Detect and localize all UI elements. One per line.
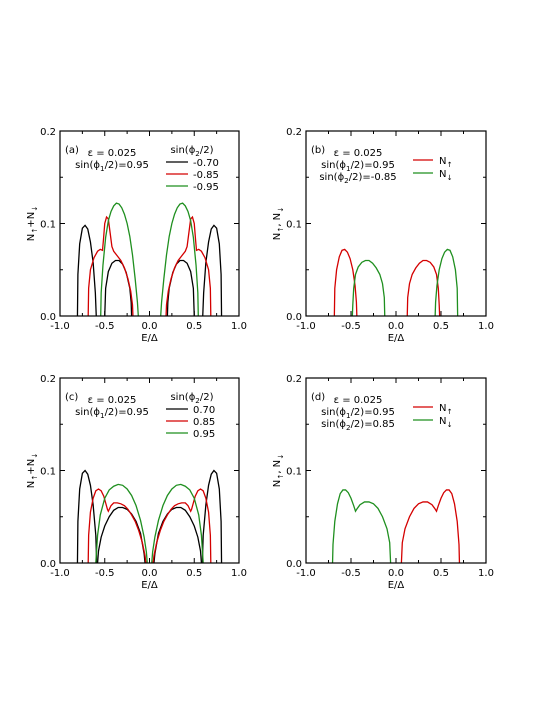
curve-c-2-1 — [151, 483, 204, 564]
y-tick-label: 0.0 — [40, 312, 56, 323]
x-tick-label: 0.5 — [433, 321, 449, 332]
x-tick-label: 1.0 — [231, 568, 247, 579]
curve-c-2-0 — [95, 483, 148, 564]
curve-c-0-3 — [201, 469, 223, 564]
curve-a-0-3 — [202, 224, 223, 317]
curve-a-0-0 — [76, 224, 97, 317]
legend-label: 0.85 — [193, 417, 215, 428]
curve-d-1-0 — [331, 489, 392, 564]
legend-label: N↓ — [439, 416, 453, 429]
x-axis-label: E/Δ — [141, 333, 158, 344]
curve-c-0-0 — [76, 469, 98, 564]
x-tick-label: 0.0 — [142, 568, 158, 579]
legend-label: 0.70 — [193, 405, 215, 416]
curve-c-1-0 — [87, 488, 147, 564]
annotation-epsilon: ε = 0.025 — [88, 148, 137, 159]
x-tick-label: -1.0 — [50, 568, 70, 579]
x-tick-label: 1.0 — [478, 321, 494, 332]
curve-a-2-0 — [100, 202, 139, 317]
x-tick-label: -1.0 — [296, 321, 316, 332]
curve-b-0-1 — [406, 259, 441, 317]
panel-c: -1.0 -0.5 0.0 0.5 1.0 0.0 0.1 0.2 E/Δ N↑+N↓ (c) ε =… — [26, 374, 247, 591]
y-tick-label: 0.1 — [286, 220, 302, 231]
y-tick-label: 0.2 — [286, 127, 302, 138]
x-tick-label: 0.5 — [186, 321, 202, 332]
x-axis-label: E/Δ — [141, 580, 158, 591]
x-axis-label: E/Δ — [388, 580, 405, 591]
annotation-epsilon: ε = 0.025 — [88, 395, 137, 406]
y-axis-label-group: N↑+N↓ — [26, 453, 39, 488]
panel-a: -1.0 -0.5 0.0 0.5 1.0 0.0 0.1 0.2 E/Δ N↑+N↓ (a) ε =… — [26, 127, 247, 344]
annotation-phase-2: sin(ϕ2/2)=-0.85 — [319, 172, 396, 185]
y-axis-label: N↑, N↓ — [272, 454, 285, 487]
curve-c-0-2 — [153, 506, 203, 564]
annotation-phase-1: sin(ϕ1/2)=0.95 — [321, 160, 395, 173]
y-tick-label: 0.2 — [286, 374, 302, 385]
panel-label: (b) — [311, 145, 325, 156]
y-tick-label: 0.0 — [286, 559, 302, 570]
curve-a-2-1 — [160, 202, 199, 317]
y-tick-label: 0.1 — [286, 467, 302, 478]
annotation-phase-1: sin(ϕ1/2)=0.95 — [75, 407, 149, 420]
legend-label: -0.95 — [193, 182, 219, 193]
annotation-epsilon: ε = 0.025 — [334, 148, 383, 159]
y-tick-label: 0.2 — [40, 374, 56, 385]
legend-label: N↑ — [439, 403, 453, 416]
x-tick-label: 0.0 — [388, 321, 404, 332]
y-axis-label: N↑+N↓ — [26, 453, 39, 488]
legend-title: sin(ϕ2/2) — [170, 392, 213, 405]
y-tick-label: 0.0 — [286, 312, 302, 323]
annotation-phase-1: sin(ϕ1/2)=0.95 — [75, 160, 149, 173]
panel-label: (d) — [311, 392, 325, 403]
legend-label: 0.95 — [193, 429, 215, 440]
x-tick-label: 1.0 — [231, 321, 247, 332]
x-tick-label: 0.0 — [142, 321, 158, 332]
x-tick-label: 0.0 — [388, 568, 404, 579]
curve-d-0-0 — [400, 489, 461, 564]
y-axis-label: N↑+N↓ — [26, 206, 39, 241]
x-tick-label: 0.5 — [186, 568, 202, 579]
annotation-phase-2: sin(ϕ2/2)=0.85 — [321, 419, 395, 432]
legend-label: N↓ — [439, 169, 453, 182]
y-tick-label: 0.2 — [40, 127, 56, 138]
legend-label: -0.70 — [193, 158, 219, 169]
x-tick-label: -0.5 — [95, 568, 115, 579]
curve-a-0-1 — [104, 259, 133, 317]
panel-label: (a) — [65, 145, 79, 156]
annotation-epsilon: ε = 0.025 — [334, 395, 383, 406]
legend-title: sin(ϕ2/2) — [170, 145, 213, 158]
annotation-phase-1: sin(ϕ1/2)=0.95 — [321, 407, 395, 420]
y-tick-label: 0.1 — [40, 220, 56, 231]
x-tick-label: 0.5 — [433, 568, 449, 579]
y-axis-label-group: N↑, N↓ — [272, 207, 285, 240]
x-axis-label: E/Δ — [388, 333, 405, 344]
y-axis-label-group: N↑, N↓ — [272, 454, 285, 487]
panel-d: -1.0 -0.5 0.0 0.5 1.0 0.0 0.1 0.2 E/Δ N↑, N↓ (d) ε … — [272, 374, 494, 591]
x-tick-label: -1.0 — [50, 321, 70, 332]
y-tick-label: 0.1 — [40, 467, 56, 478]
x-tick-label: -0.5 — [95, 321, 115, 332]
y-axis-label-group: N↑+N↓ — [26, 206, 39, 241]
x-tick-label: -0.5 — [341, 568, 361, 579]
x-tick-label: 1.0 — [478, 568, 494, 579]
y-axis-label: N↑, N↓ — [272, 207, 285, 240]
curve-b-1-0 — [351, 259, 386, 317]
y-tick-label: 0.0 — [40, 559, 56, 570]
curve-c-1-1 — [152, 488, 212, 564]
legend-label: -0.85 — [193, 170, 219, 181]
curve-b-1-1 — [434, 248, 459, 317]
panel-label: (c) — [65, 392, 78, 403]
curve-a-0-2 — [166, 259, 195, 317]
x-tick-label: -0.5 — [341, 321, 361, 332]
curve-c-0-1 — [96, 506, 146, 564]
curve-b-0-0 — [333, 248, 358, 317]
x-tick-label: -1.0 — [296, 568, 316, 579]
legend-label: N↑ — [439, 156, 453, 169]
panel-b: -1.0 -0.5 0.0 0.5 1.0 0.0 0.1 0.2 E/Δ N↑, N↓ (b) ε … — [272, 127, 494, 344]
